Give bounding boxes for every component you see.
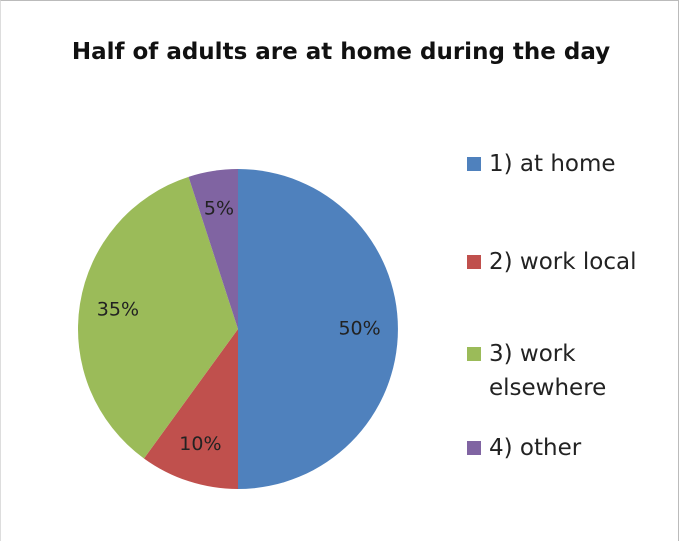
legend-item: 1) at home: [467, 147, 639, 181]
legend-item: 3) work elsewhere: [467, 337, 639, 405]
pie-slice: [188, 169, 238, 329]
data-label: 50%: [338, 318, 380, 340]
chart-title: Half of adults are at home during the da…: [71, 39, 611, 65]
pie-slice: [143, 329, 238, 489]
pie-slice: [238, 169, 398, 489]
legend-item: 4) other: [467, 431, 639, 465]
data-label: 5%: [204, 197, 234, 219]
legend-label: 4) other: [489, 435, 582, 461]
legend-swatch: [467, 255, 481, 269]
legend-item: 2) work local: [467, 245, 639, 279]
legend-label: 2) work local: [489, 249, 637, 275]
data-label: 35%: [97, 298, 139, 320]
legend-label: 3) work elsewhere: [489, 341, 607, 401]
legend-label: 1) at home: [489, 151, 616, 177]
legend-swatch: [467, 157, 481, 171]
data-label: 10%: [179, 433, 221, 455]
legend-swatch: [467, 347, 481, 361]
pie-slice: [78, 176, 238, 459]
legend-swatch: [467, 441, 481, 455]
